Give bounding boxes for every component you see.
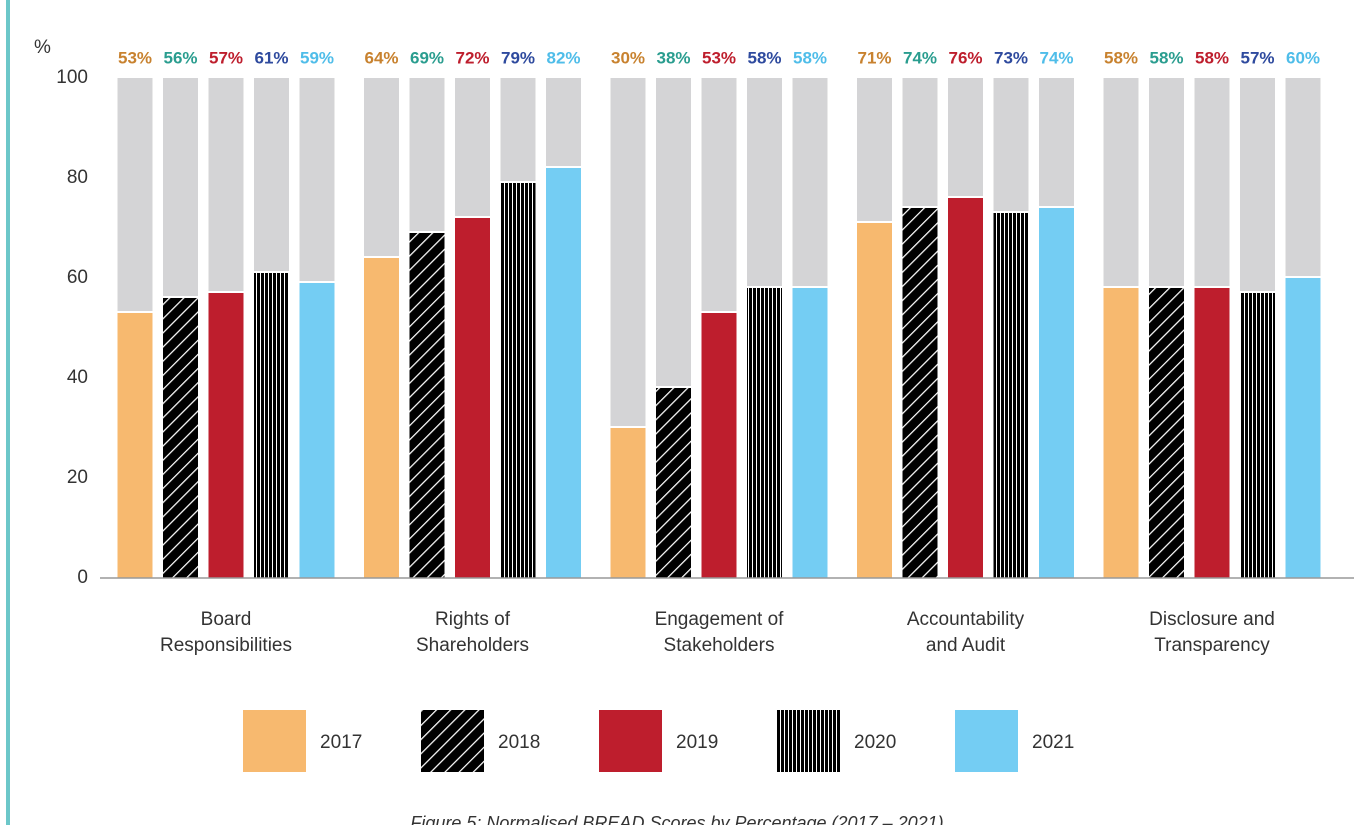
legend-label: 2020 — [854, 732, 896, 753]
legend-swatch — [955, 710, 1018, 772]
value-label: 57% — [209, 48, 243, 67]
value-label: 58% — [1195, 48, 1229, 67]
bar — [364, 258, 399, 578]
bar — [792, 288, 828, 578]
bar — [656, 388, 691, 578]
bar — [1240, 293, 1275, 578]
side-rule — [6, 0, 10, 825]
x-tick-label: Stakeholders — [664, 635, 775, 656]
bar — [948, 198, 983, 578]
bar — [409, 233, 445, 578]
legend-label: 2018 — [498, 732, 540, 753]
value-label: 69% — [410, 48, 444, 67]
legend-swatch — [421, 710, 484, 772]
x-tick-label: Engagement of — [655, 609, 785, 630]
bar — [546, 168, 581, 578]
value-label: 38% — [656, 48, 690, 67]
value-label: 53% — [702, 48, 736, 67]
value-label: 82% — [546, 48, 580, 67]
legend-swatch — [243, 710, 306, 772]
value-label: 74% — [1039, 48, 1073, 67]
value-label: 74% — [903, 48, 937, 67]
y-tick-label: 100 — [56, 67, 88, 88]
value-label: 59% — [300, 48, 334, 67]
bar — [117, 313, 153, 578]
bar — [610, 428, 646, 578]
y-tick-label: 80 — [67, 167, 88, 188]
x-tick-label: Disclosure and — [1149, 609, 1275, 630]
caption: Figure 5: Normalised BREAD Scores by Per… — [410, 813, 943, 825]
x-tick-label: Accountability — [907, 609, 1025, 630]
bar — [208, 293, 244, 578]
y-tick-label: 0 — [77, 567, 88, 588]
legend-swatch — [599, 710, 662, 772]
x-tick-label: and Audit — [926, 635, 1006, 656]
bar — [1039, 208, 1074, 578]
bar — [747, 288, 782, 578]
y-tick-label: 60 — [67, 267, 88, 288]
y-tick-label: 20 — [67, 467, 88, 488]
value-label: 79% — [501, 48, 535, 67]
bar — [254, 273, 289, 578]
legend-label: 2021 — [1032, 732, 1074, 753]
x-tick-label: Transparency — [1154, 635, 1270, 656]
bar — [993, 213, 1029, 578]
value-label: 60% — [1286, 48, 1320, 67]
bar — [163, 298, 198, 578]
bar — [1285, 278, 1321, 578]
x-tick-label: Shareholders — [416, 635, 529, 656]
value-label: 58% — [1104, 48, 1138, 67]
value-label: 53% — [118, 48, 152, 67]
value-label: 71% — [857, 48, 891, 67]
bar — [455, 218, 490, 578]
bar — [1194, 288, 1230, 578]
value-label: 73% — [994, 48, 1028, 67]
value-label: 57% — [1240, 48, 1274, 67]
legend-label: 2019 — [676, 732, 718, 753]
x-tick-label: Rights of — [435, 609, 511, 630]
bar — [1149, 288, 1184, 578]
legend-label: 2017 — [320, 732, 362, 753]
bar — [701, 313, 737, 578]
x-tick-label: Responsibilities — [160, 635, 292, 656]
bar — [1103, 288, 1139, 578]
bar — [857, 223, 892, 578]
legend-swatch — [777, 710, 840, 772]
bar — [500, 183, 536, 578]
value-label: 30% — [611, 48, 645, 67]
bar — [299, 283, 335, 578]
value-label: 64% — [364, 48, 398, 67]
value-label: 72% — [455, 48, 489, 67]
y-axis-label: % — [34, 37, 51, 58]
value-label: 61% — [254, 48, 288, 67]
value-label: 58% — [1149, 48, 1183, 67]
x-tick-label: Board — [201, 609, 252, 630]
value-label: 58% — [747, 48, 781, 67]
bar — [902, 208, 938, 578]
value-label: 76% — [948, 48, 982, 67]
y-tick-label: 40 — [67, 367, 88, 388]
value-label: 58% — [793, 48, 827, 67]
value-label: 56% — [163, 48, 197, 67]
